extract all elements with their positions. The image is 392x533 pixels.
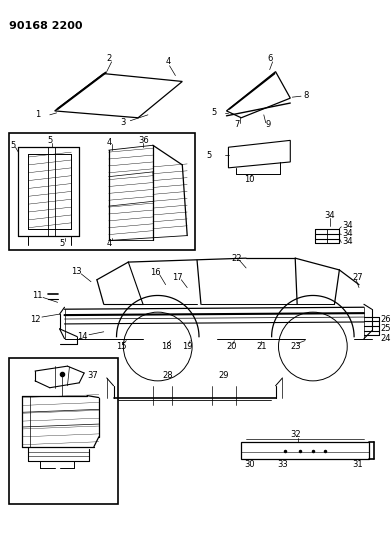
Text: 11: 11 [32,291,43,300]
Text: 13: 13 [71,268,82,277]
Text: 10: 10 [244,175,255,184]
Text: 34: 34 [342,221,353,230]
Bar [9,133,195,251]
Text: 1: 1 [35,110,40,119]
Text: 21: 21 [256,342,267,351]
Text: 33: 33 [278,460,288,469]
Text: 20: 20 [227,342,237,351]
Bar [9,358,118,504]
Text: 34: 34 [342,229,353,238]
Text: 26: 26 [381,314,391,324]
Text: 90168 2200: 90168 2200 [9,21,82,30]
Text: 32: 32 [290,430,301,439]
Text: 29: 29 [219,372,229,381]
Text: 34: 34 [325,212,335,221]
Text: 18: 18 [161,342,171,351]
Text: 5: 5 [48,136,53,145]
Text: 36: 36 [138,136,149,145]
Text: 9: 9 [266,120,271,129]
Text: 15: 15 [116,342,127,351]
Text: 34: 34 [342,237,353,246]
Text: 16: 16 [150,269,161,277]
Text: 4: 4 [107,239,112,248]
Text: 8: 8 [303,91,309,100]
Text: 28: 28 [163,372,173,381]
Text: 14: 14 [77,332,88,341]
Text: 3: 3 [120,118,126,127]
Text: 5: 5 [207,151,212,159]
Text: 22: 22 [231,254,242,263]
Bar [241,442,369,459]
Text: 30: 30 [244,460,255,469]
Text: 24: 24 [381,334,391,343]
Text: 37: 37 [87,372,98,381]
Text: 5: 5 [11,141,16,150]
Text: 2: 2 [107,54,112,63]
Text: 12: 12 [30,314,41,324]
Text: 19: 19 [182,342,193,351]
Text: 7: 7 [234,120,240,129]
Text: 23: 23 [290,342,301,351]
Text: 17: 17 [172,273,183,282]
Text: 4: 4 [165,58,171,66]
Text: 6: 6 [268,54,273,63]
Text: 25: 25 [381,325,391,333]
Text: 5: 5 [212,108,217,117]
Text: 27: 27 [352,273,363,282]
Text: 4: 4 [107,138,112,147]
Text: 31: 31 [352,460,363,469]
Text: 5: 5 [60,239,65,248]
